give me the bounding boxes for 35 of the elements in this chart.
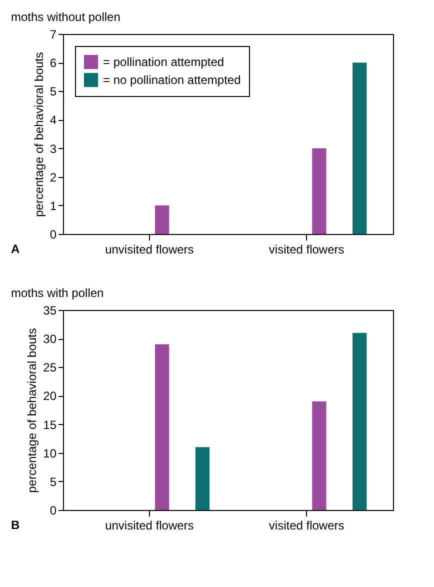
y-tick-label: 5 xyxy=(50,84,57,99)
x-tick-label: visited flowers xyxy=(268,518,344,532)
y-tick-label: 35 xyxy=(43,304,57,318)
bar xyxy=(195,447,210,510)
bar xyxy=(352,332,367,510)
chart-title: moths without pollen xyxy=(11,10,120,24)
x-tick-label: unvisited flowers xyxy=(105,242,194,256)
bar xyxy=(154,344,170,510)
y-tick-label: 20 xyxy=(43,389,57,404)
y-tick-label: 5 xyxy=(50,474,57,489)
bar xyxy=(154,205,170,234)
bar xyxy=(312,148,326,234)
y-tick-label: 30 xyxy=(43,332,57,346)
y-tick-label: 15 xyxy=(43,418,57,432)
text: A xyxy=(11,242,20,256)
x-tick-label: visited flowers xyxy=(268,242,344,256)
y-tick-label: 7 xyxy=(50,28,57,42)
chart-title: moths with pollen xyxy=(11,286,104,300)
y-tick-label: 0 xyxy=(50,228,57,242)
legend-label: = pollination attempted xyxy=(103,55,224,69)
y-tick-label: 0 xyxy=(50,504,57,518)
y-axis-title: percentage of behavioral bouts xyxy=(25,328,40,493)
x-tick-label: unvisited flowers xyxy=(105,518,194,532)
y-tick-label: 2 xyxy=(50,170,57,184)
y-tick-label: 1 xyxy=(50,198,57,213)
bar xyxy=(352,62,367,234)
y-tick-label: 6 xyxy=(50,56,57,70)
y-tick-label: 3 xyxy=(50,142,57,156)
text: B xyxy=(11,518,20,532)
bar xyxy=(312,401,326,510)
y-tick-label: 10 xyxy=(43,446,57,460)
y-tick-label: 25 xyxy=(43,360,57,375)
y-tick-label: 4 xyxy=(50,113,57,128)
y-axis-title: percentage of behavioral bouts xyxy=(32,52,46,217)
legend-label: = no pollination attempted xyxy=(103,73,241,87)
